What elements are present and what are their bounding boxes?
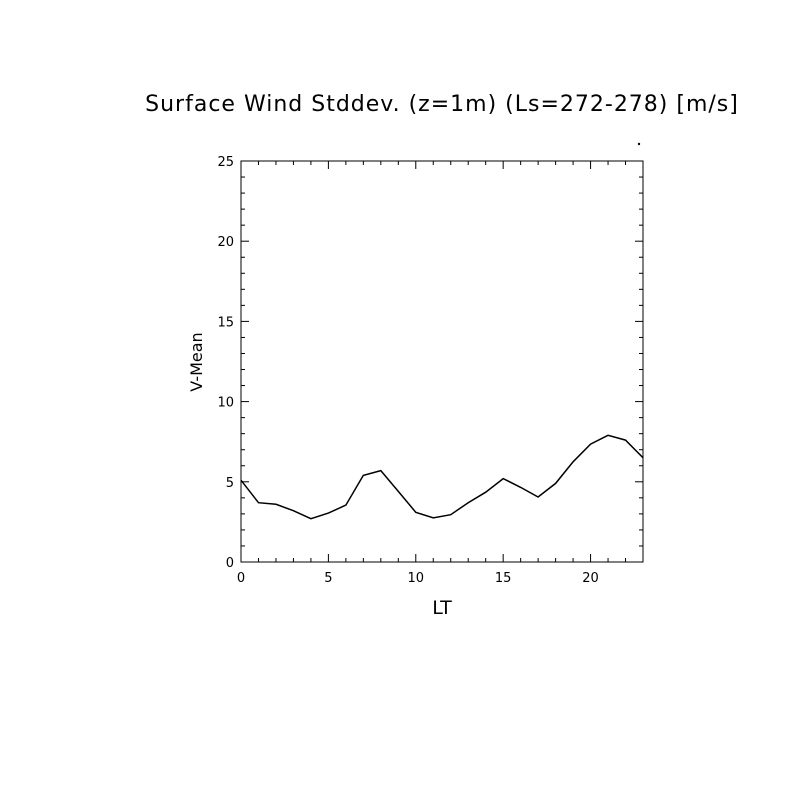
x-tick-label: 0 — [237, 571, 245, 586]
x-axis-label: LT — [432, 597, 452, 619]
y-tick-label: 10 — [217, 396, 234, 411]
corner-dot — [637, 142, 641, 146]
y-tick-label: 5 — [226, 476, 234, 491]
x-tick-label: 10 — [408, 571, 425, 586]
x-tick-label: 5 — [324, 571, 332, 586]
series-line — [240, 434, 644, 520]
tick-labels: 0 5 10 15 20 0 5 10 15 20 25 — [217, 155, 598, 586]
y-tick-label: 0 — [226, 556, 234, 571]
chart-title: Surface Wind Stddev. (z=1m) (Ls=272-278)… — [145, 92, 739, 117]
x-tick-label: 15 — [495, 571, 512, 586]
y-tick-label: 20 — [217, 235, 234, 250]
y-tick-label: 15 — [217, 315, 234, 330]
x-tick-label: 20 — [582, 571, 599, 586]
y-axis-label: V-Mean — [187, 332, 206, 391]
tick-marks — [240, 160, 644, 563]
y-tick-label: 25 — [217, 155, 234, 170]
plot-frame — [240, 160, 644, 563]
